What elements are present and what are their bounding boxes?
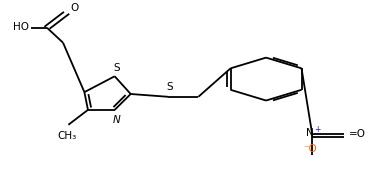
Text: S: S [167, 82, 173, 92]
Text: CH₃: CH₃ [57, 131, 76, 141]
Text: N: N [113, 114, 120, 124]
Text: +: + [315, 125, 321, 134]
Text: O: O [70, 3, 78, 13]
Text: ⁻O: ⁻O [304, 144, 318, 154]
Text: S: S [113, 63, 120, 73]
Text: =O: =O [348, 129, 366, 139]
Text: N: N [305, 128, 314, 138]
Text: HO: HO [13, 22, 29, 32]
